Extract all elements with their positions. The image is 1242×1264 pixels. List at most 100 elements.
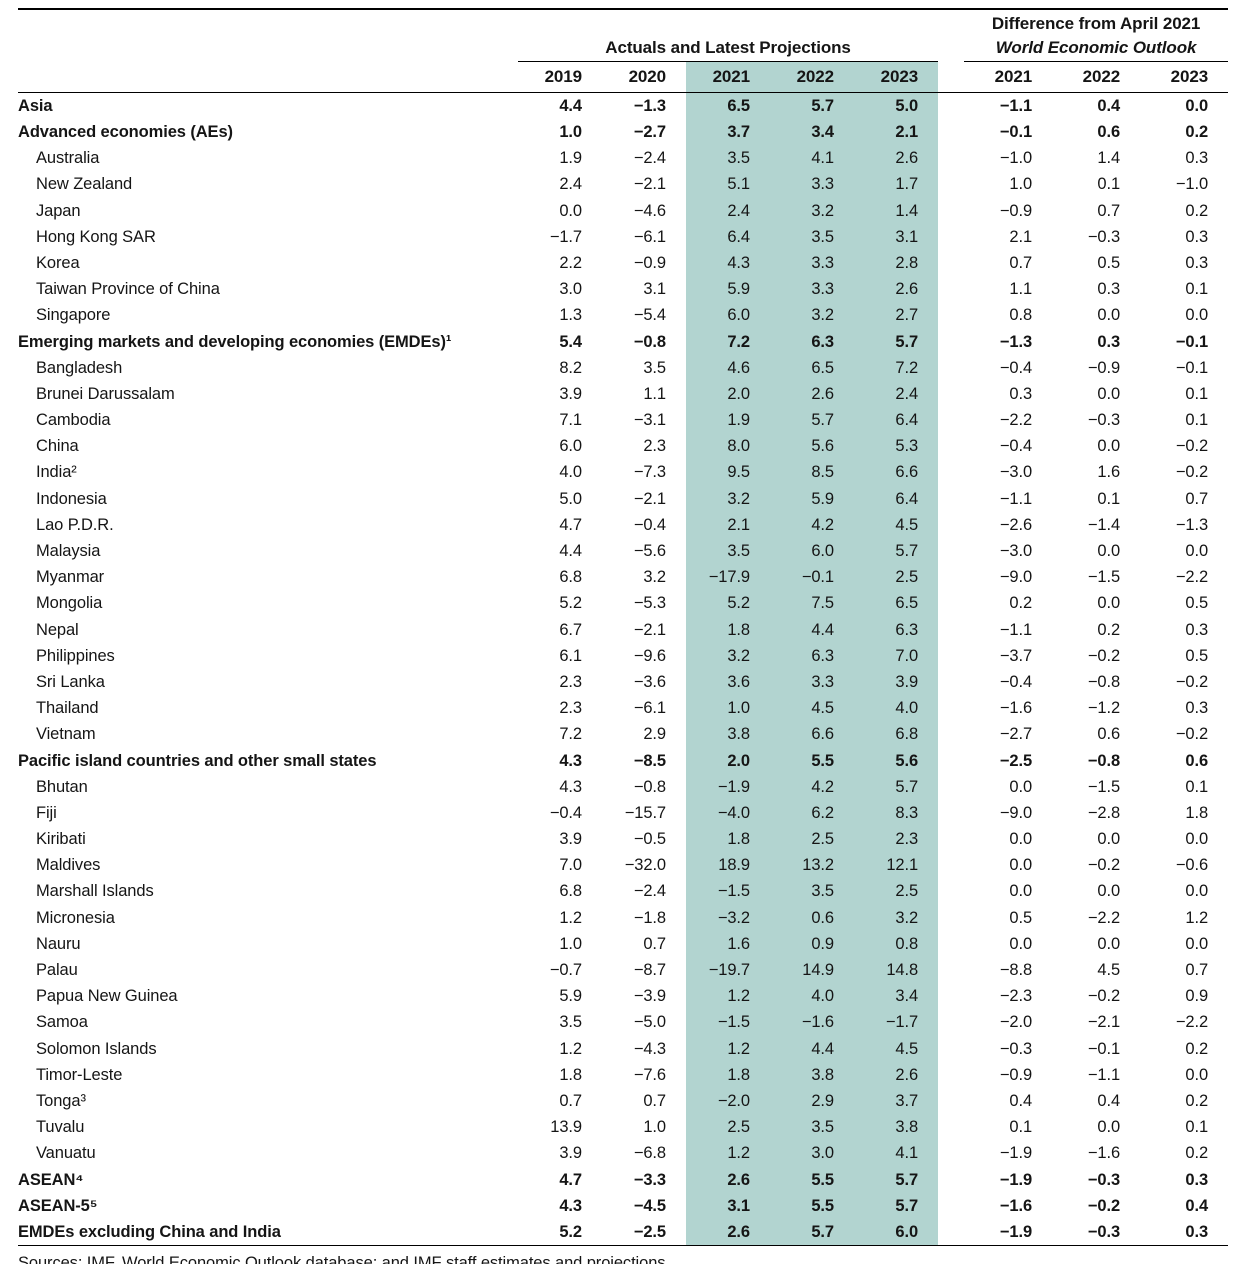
value-cell: 1.8 bbox=[686, 826, 770, 853]
value-cell: −3.3 bbox=[633, 1170, 666, 1189]
value-cell: 5.0 bbox=[559, 489, 582, 508]
table-row: Bhutan 4.3 −0.8 −1.9 4.2 5.7 0.0 −1.5 0.1 bbox=[18, 773, 1228, 801]
value-cell: 0.4 bbox=[1185, 1196, 1209, 1215]
value-cell: 2.1 bbox=[686, 512, 770, 539]
value-cell: 0.3 bbox=[1185, 253, 1209, 272]
row-label: Vietnam bbox=[36, 725, 96, 744]
value-cell: −2.7 bbox=[999, 725, 1033, 744]
value-cell: 13.2 bbox=[770, 852, 854, 879]
value-cell: −1.3 bbox=[999, 332, 1033, 351]
value-cell: 3.5 bbox=[770, 878, 854, 905]
value-cell: 0.0 bbox=[1009, 777, 1033, 796]
value-cell: −3.2 bbox=[686, 904, 770, 931]
value-cell: −1.6 bbox=[1087, 1144, 1121, 1163]
column-gap bbox=[938, 1167, 964, 1193]
column-gap bbox=[938, 695, 964, 721]
value-cell: 1.3 bbox=[559, 306, 582, 325]
value-cell: −0.2 bbox=[1087, 987, 1121, 1006]
value-cell: 3.9 bbox=[559, 1144, 582, 1163]
value-cell: −0.4 bbox=[999, 437, 1033, 456]
table-row: Asia 4.4 −1.3 6.5 5.7 5.0 −1.1 0.4 0.0 bbox=[18, 92, 1228, 120]
table-row: ASEAN-5⁵ 4.3 −4.5 3.1 5.5 5.7 −1.6 −0.2 0.4 bbox=[18, 1192, 1228, 1220]
value-cell: 1.2 bbox=[686, 1140, 770, 1167]
value-cell: 3.7 bbox=[686, 119, 770, 146]
value-cell: −3.1 bbox=[633, 411, 666, 430]
value-cell: 5.9 bbox=[559, 987, 582, 1006]
value-cell: −4.6 bbox=[633, 201, 666, 220]
table-row: Nepal 6.7 −2.1 1.8 4.4 6.3 −1.1 0.2 0.3 bbox=[18, 616, 1228, 643]
value-cell: 0.1 bbox=[1097, 175, 1121, 194]
value-cell: −1.0 bbox=[999, 149, 1033, 168]
col-header-2023: 2023 bbox=[854, 61, 939, 93]
column-gap bbox=[938, 486, 964, 512]
value-cell: 5.7 bbox=[854, 538, 939, 565]
growth-projections-table: Actuals and Latest Projections Differenc… bbox=[18, 8, 1229, 1247]
row-label: Brunei Darussalam bbox=[36, 384, 175, 403]
value-cell: 0.6 bbox=[1097, 725, 1121, 744]
value-cell: −4.3 bbox=[633, 1039, 666, 1058]
value-cell: 4.7 bbox=[559, 515, 582, 534]
column-gap bbox=[938, 1114, 964, 1140]
value-cell: 4.6 bbox=[686, 354, 770, 382]
value-cell: 4.2 bbox=[770, 773, 854, 801]
value-cell: −0.2 bbox=[1175, 463, 1209, 482]
value-cell: 5.2 bbox=[518, 1219, 602, 1247]
value-cell: −0.8 bbox=[633, 332, 666, 351]
value-cell: 0.4 bbox=[1097, 96, 1121, 115]
value-cell: 3.8 bbox=[770, 1061, 854, 1089]
column-gap bbox=[938, 748, 964, 774]
value-cell: −3.9 bbox=[633, 987, 666, 1006]
value-cell: −1.3 bbox=[1175, 515, 1209, 534]
value-cell: 14.9 bbox=[770, 957, 854, 984]
value-cell: 2.8 bbox=[854, 250, 939, 277]
value-cell: 0.2 bbox=[1009, 594, 1033, 613]
row-label: Bangladesh bbox=[36, 358, 123, 377]
value-cell: 1.8 bbox=[686, 616, 770, 643]
value-cell: −1.0 bbox=[1175, 175, 1209, 194]
value-cell: 0.0 bbox=[1185, 934, 1209, 953]
value-cell: 4.0 bbox=[559, 463, 582, 482]
column-gap bbox=[938, 407, 964, 433]
value-cell: −2.0 bbox=[686, 1088, 770, 1115]
value-cell: 3.9 bbox=[854, 669, 939, 696]
value-cell: 6.0 bbox=[854, 1219, 939, 1247]
value-cell: 2.3 bbox=[854, 826, 939, 853]
column-gap bbox=[938, 93, 964, 120]
value-cell: 0.3 bbox=[1185, 149, 1209, 168]
value-cell: −0.4 bbox=[549, 803, 582, 822]
value-cell: −1.8 bbox=[633, 908, 666, 927]
value-cell: −0.3 bbox=[1052, 1219, 1141, 1247]
value-cell: −1.1 bbox=[999, 96, 1033, 115]
value-cell: 4.7 bbox=[559, 1170, 582, 1189]
value-cell: −0.3 bbox=[1087, 227, 1121, 246]
value-cell: 6.0 bbox=[770, 538, 854, 565]
label-column-blank bbox=[18, 8, 518, 62]
table-row: Malaysia 4.4 −5.6 3.5 6.0 5.7 −3.0 0.0 0.0 bbox=[18, 538, 1228, 565]
value-cell: 1.6 bbox=[686, 931, 770, 958]
row-label: Kiribati bbox=[36, 830, 86, 849]
value-cell: −2.6 bbox=[999, 515, 1033, 534]
value-cell: 0.0 bbox=[1009, 856, 1033, 875]
value-cell: 0.7 bbox=[1185, 489, 1209, 508]
column-gap bbox=[938, 1062, 964, 1088]
value-cell: 0.2 bbox=[1185, 1144, 1209, 1163]
value-cell: −2.8 bbox=[1087, 803, 1121, 822]
value-cell: −7.6 bbox=[633, 1065, 666, 1084]
value-cell: 2.5 bbox=[854, 564, 939, 591]
value-cell: 0.3 bbox=[1009, 384, 1033, 403]
col-header-2022: 2022 bbox=[770, 61, 854, 93]
value-cell: 6.0 bbox=[559, 437, 582, 456]
table-row: Mongolia 5.2 −5.3 5.2 7.5 6.5 0.2 0.0 0.5 bbox=[18, 590, 1228, 617]
value-cell: 3.2 bbox=[854, 904, 939, 931]
value-cell: 3.2 bbox=[770, 302, 854, 329]
row-label: Advanced economies (AEs) bbox=[18, 123, 233, 142]
row-label: Palau bbox=[36, 961, 78, 980]
value-cell: 2.6 bbox=[770, 381, 854, 408]
table-row: Australia 1.9 −2.4 3.5 4.1 2.6 −1.0 1.4 0.3 bbox=[18, 145, 1228, 172]
value-cell: 2.7 bbox=[854, 302, 939, 329]
value-cell: −9.0 bbox=[999, 568, 1033, 587]
value-cell: 14.8 bbox=[854, 957, 939, 984]
value-cell: 0.3 bbox=[1097, 332, 1121, 351]
value-cell: 8.5 bbox=[770, 459, 854, 486]
value-cell: 0.4 bbox=[1009, 1091, 1033, 1110]
